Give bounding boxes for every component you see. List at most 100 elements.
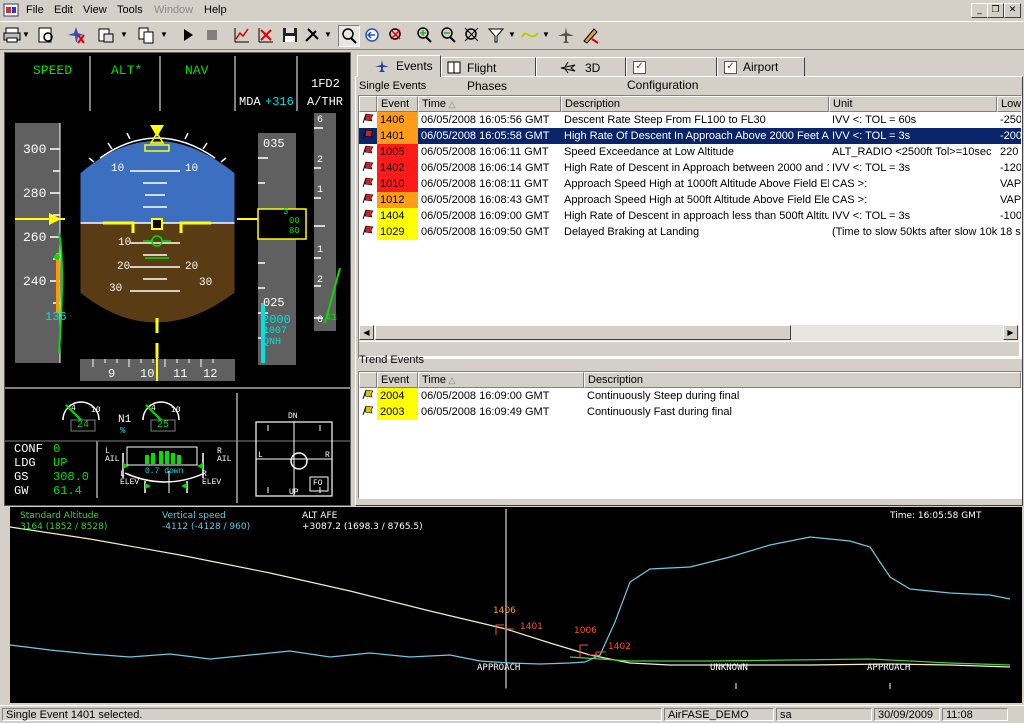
zoom-fit-icon[interactable] — [462, 25, 482, 45]
menu-bar: File Edit View Tools Window Help _ ❐ ✕ — [0, 0, 1024, 21]
event-marker-label[interactable]: 1406 — [493, 606, 516, 616]
event-description-cell: Delayed Braking at Landing — [564, 226, 700, 238]
zoom-icon[interactable] — [338, 25, 360, 47]
n1-right-value: 25 — [157, 420, 170, 431]
event-description-cell: Descent Rate Steep From FL100 to FL30 — [564, 114, 766, 126]
alt-current-3: 80 — [289, 226, 300, 236]
play-icon[interactable] — [178, 25, 198, 45]
tab-strip: Events Flight Phases 3D ✓ Configuration ✓… — [355, 55, 1021, 93]
event-time-cell: 06/05/2008 16:05:56 GMT — [421, 114, 550, 126]
export-icon[interactable] — [96, 25, 116, 45]
alt-tick: 025 — [263, 296, 285, 310]
aircraft-icon[interactable] — [556, 25, 576, 45]
menu-file[interactable]: File — [26, 4, 44, 16]
scrollbar-thumb[interactable] — [375, 325, 791, 340]
tools-dropdown-icon[interactable]: ▼ — [324, 30, 332, 39]
copy-icon[interactable] — [136, 25, 156, 45]
menu-tools[interactable]: Tools — [117, 4, 143, 16]
tab-flight-phases[interactable]: Flight Phases — [441, 57, 536, 93]
draw-icon[interactable] — [580, 25, 600, 45]
tab-configuration[interactable]: ✓ Configuration — [626, 57, 717, 92]
zoom-out-icon[interactable] — [438, 25, 458, 45]
tab-3d[interactable]: 3D — [536, 57, 626, 76]
curve-dropdown-icon[interactable]: ▼ — [542, 30, 550, 39]
column-header-time[interactable]: Time △ — [418, 96, 561, 112]
n1-left-value: 24 — [77, 420, 90, 431]
event-id-cell: 1406 — [377, 112, 418, 128]
table-row[interactable]: 1402 06/05/2008 16:06:14 GMT High Rate of … — [359, 160, 1021, 176]
chart-delete-icon[interactable] — [256, 25, 276, 45]
stop-icon[interactable] — [202, 25, 222, 45]
event-marker-label[interactable]: 1402 — [608, 642, 631, 652]
column-header-description[interactable]: Description — [561, 96, 829, 112]
scroll-left-button[interactable]: ◀ — [359, 325, 374, 340]
menu-edit[interactable]: Edit — [54, 4, 73, 16]
zoom-in-icon[interactable] — [414, 25, 434, 45]
speed-tick: 260 — [23, 230, 47, 245]
status-user: sa — [776, 708, 872, 721]
table-row[interactable]: 1005 06/05/2008 16:06:11 GMT Speed Exceeda… — [359, 144, 1021, 160]
table-row[interactable]: 1012 06/05/2008 16:08:43 GMT Approach Spee… — [359, 192, 1021, 208]
scroll-right-button[interactable]: ▶ — [1003, 325, 1018, 340]
menu-help[interactable]: Help — [204, 4, 227, 16]
filter-icon[interactable] — [486, 25, 506, 45]
tab-label: Airport — [743, 60, 779, 74]
aircraft-delete-icon[interactable] — [66, 25, 86, 45]
chart-icon[interactable] — [232, 25, 252, 45]
print-dropdown-icon[interactable]: ▼ — [22, 30, 30, 39]
alt-current-2: 00 — [289, 216, 300, 226]
column-header-event[interactable]: Event — [377, 372, 418, 388]
table-row[interactable]: 2003 06/05/2008 16:09:49 GMT Continuously … — [359, 404, 1021, 420]
column-header-unit[interactable]: Unit — [829, 96, 997, 112]
minimize-button[interactable]: _ — [971, 3, 988, 18]
events-panel: Single Events Event Time △ Description U… — [355, 76, 1023, 506]
close-button[interactable]: ✕ — [1004, 3, 1021, 18]
filter-dropdown-icon[interactable]: ▼ — [508, 30, 516, 39]
column-header-event[interactable]: Event — [377, 96, 418, 112]
table-row[interactable]: 1401 06/05/2008 16:05:58 GMT High Rate Of … — [359, 128, 1021, 144]
vs-tick: 1 — [317, 185, 324, 196]
table-row[interactable]: 1406 06/05/2008 16:05:56 GMT Descent Rate … — [359, 112, 1021, 128]
export-dropdown-icon[interactable]: ▼ — [120, 30, 128, 39]
event-low-cell: -1000 — [1000, 210, 1022, 222]
pitch-label: 20 — [117, 261, 131, 273]
copy-dropdown-icon[interactable]: ▼ — [160, 30, 168, 39]
zoom-back-icon[interactable] — [362, 25, 382, 45]
heading-tick: 11 — [173, 367, 188, 381]
tab-airport[interactable]: ✓ Airport — [717, 57, 805, 76]
column-header-description[interactable]: Description — [584, 372, 1021, 388]
sort-ascending-icon: △ — [446, 375, 456, 385]
table-row[interactable]: 1010 06/05/2008 16:08:11 GMT Approach Spee… — [359, 176, 1021, 192]
curve-icon[interactable] — [520, 25, 540, 45]
save-icon[interactable] — [280, 25, 300, 45]
heading-tick: 10 — [140, 367, 155, 381]
table-row[interactable]: 2004 06/05/2008 16:09:00 GMT Continuously … — [359, 388, 1021, 404]
column-header-time[interactable]: Time △ — [418, 372, 584, 388]
table-row[interactable]: 1029 06/05/2008 16:09:50 GMT Delayed Braki… — [359, 224, 1021, 240]
plane3d-icon — [560, 61, 576, 74]
checkbox-icon: ✓ — [633, 61, 646, 75]
event-id-cell: 1401 — [377, 128, 418, 144]
vs-tick: 6 — [317, 315, 324, 326]
event-unit-cell: CAS >: — [832, 194, 868, 206]
preview-icon[interactable] — [36, 25, 56, 45]
menu-view[interactable]: View — [83, 4, 107, 16]
table-row[interactable]: 1404 06/05/2008 16:09:00 GMT High Rate of … — [359, 208, 1022, 224]
conf-label: CONF — [14, 442, 43, 456]
parameter-graph[interactable]: Standard Altitude 3164 (1852 / 8528) Vert… — [10, 507, 1022, 703]
zoom-reset-icon[interactable] — [386, 25, 406, 45]
event-marker-label[interactable]: 1401 — [520, 622, 543, 632]
event-flag-icon — [359, 176, 377, 192]
column-header-low[interactable]: Low — [997, 96, 1021, 112]
event-marker-label[interactable]: 1006 — [574, 626, 597, 636]
tab-events[interactable]: Events — [357, 55, 441, 77]
tab-label: 3D — [585, 61, 601, 75]
pitch-label: 10 — [111, 163, 125, 175]
tools-icon[interactable] — [302, 25, 322, 45]
event-time-cell: 06/05/2008 16:06:14 GMT — [421, 162, 550, 174]
restore-button[interactable]: ❐ — [987, 3, 1004, 18]
event-description-cell: High Rate Of Descent In Approach Above 2… — [564, 130, 829, 142]
right-aileron-label: R AIL — [217, 447, 232, 464]
horizontal-scrollbar[interactable]: ◀ ▶ — [359, 325, 1019, 341]
print-icon[interactable] — [2, 25, 22, 45]
